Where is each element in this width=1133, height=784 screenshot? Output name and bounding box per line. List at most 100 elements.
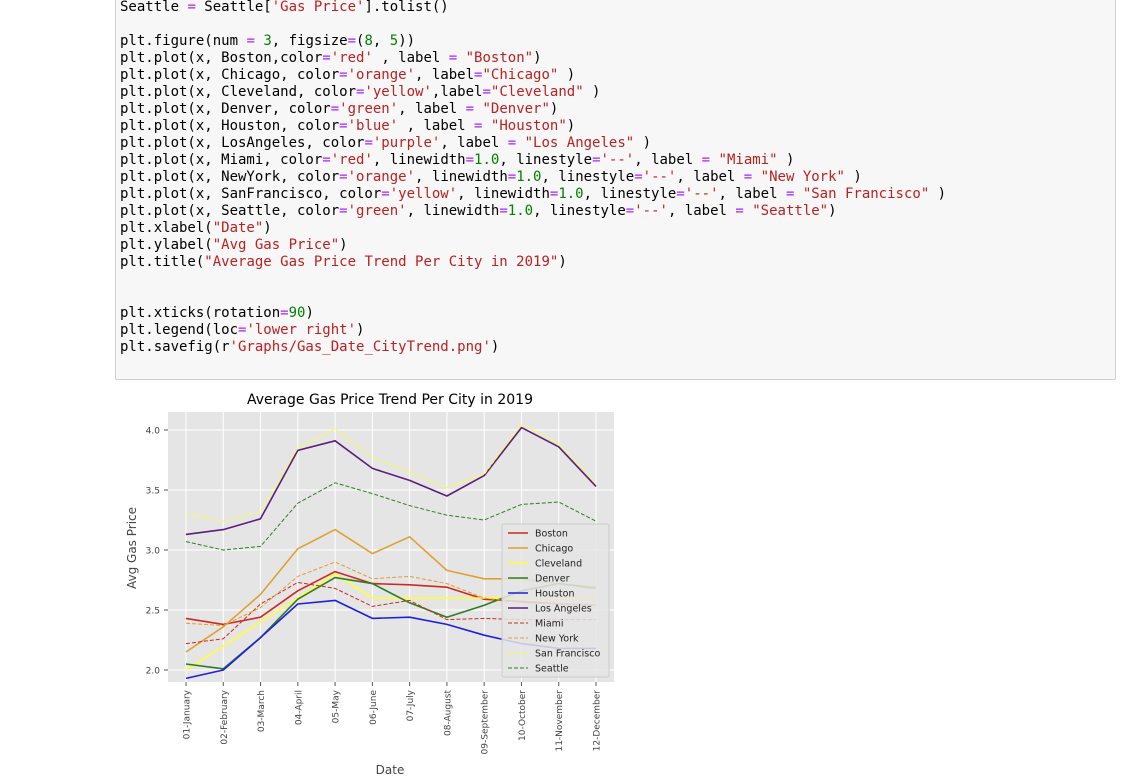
code-token: 'purple': [372, 135, 441, 151]
code-line: Seattle = Seattle['Gas Price'].tolist(): [120, 0, 946, 16]
code-token: )): [398, 33, 416, 49]
code-token: ): [305, 305, 314, 321]
code-token: =: [187, 0, 196, 15]
code-line: [120, 16, 946, 33]
legend-box: [501, 523, 610, 678]
x-tick-label: 11-November: [555, 690, 565, 752]
code-token: , linewidth: [406, 203, 500, 219]
code-token: =: [549, 186, 559, 202]
code-token: ): [263, 220, 272, 236]
code-token: '--': [684, 186, 719, 202]
code-token: , label: [440, 135, 508, 151]
code-token: , label: [415, 67, 475, 83]
code-line: [120, 271, 946, 288]
code-token: ): [490, 339, 500, 355]
y-axis-label: Avg Gas Price: [125, 507, 139, 589]
x-axis-label: Date: [376, 763, 405, 777]
code-token: , linewidth: [372, 152, 466, 168]
code-token: [744, 203, 752, 219]
code-token: "Cleveland": [490, 84, 584, 100]
code-token: =: [381, 186, 390, 202]
code-line: plt.plot(x, Seattle, color='green', line…: [120, 203, 946, 220]
code-token: =: [507, 135, 517, 151]
code-token: =: [465, 152, 475, 168]
code-token: ): [339, 237, 348, 253]
code-token: , label: [676, 169, 744, 185]
code-token: 3: [263, 33, 272, 49]
code-token: 'yellow': [389, 186, 458, 202]
code-token: 'green': [339, 101, 399, 117]
code-line: plt.plot(x, NewYork, color='orange', lin…: [120, 169, 946, 186]
code-line: plt.title("Average Gas Price Trend Per C…: [120, 254, 946, 271]
code-token: 'red': [330, 152, 373, 168]
code-token: ,: [372, 33, 390, 49]
legend-entry: San Francisco: [535, 649, 600, 660]
code-token: plt.plot(x, Chicago, color: [120, 67, 340, 83]
code-token: 'orange': [347, 169, 416, 185]
code-token: 5: [389, 33, 399, 49]
code-token: 'lower right': [246, 322, 357, 338]
code-token: plt.plot(x, LosAngeles, color: [120, 135, 365, 151]
output-area: Average Gas Price Trend Per City in 2019…: [115, 384, 635, 784]
x-tick-label: 09-September: [481, 690, 491, 755]
code-token: [457, 50, 465, 66]
code-token: "Denver": [482, 101, 550, 117]
code-token: [752, 169, 760, 185]
code-token: =: [347, 33, 357, 49]
code-token: plt.title(: [120, 254, 205, 270]
legend-entry: New York: [535, 634, 579, 645]
code-token: ): [929, 186, 947, 202]
chart-title: Average Gas Price Trend Per City in 2019: [247, 392, 533, 408]
code-token: =: [246, 33, 255, 49]
code-token: =: [465, 101, 475, 117]
code-line: plt.plot(x, Cleveland, color='yellow',la…: [120, 84, 946, 101]
code-token: plt.ylabel(: [120, 237, 213, 253]
code-line: plt.legend(loc='lower right'): [120, 322, 946, 339]
code-token: , linestyle: [533, 203, 626, 219]
code-cell[interactable]: Seattle = Seattle['Gas Price'].tolist() …: [115, 0, 1116, 380]
code-token: 'Graphs/Gas_Date_CityTrend.png': [229, 339, 491, 355]
code-token: =: [625, 203, 635, 219]
code-token: ): [533, 50, 542, 66]
code-token: "San Francisco": [802, 186, 930, 202]
code-token: plt.xlabel(: [120, 220, 213, 236]
code-token: , label: [398, 118, 475, 134]
code-token: ): [583, 84, 601, 100]
x-tick-label: 04-April: [294, 690, 304, 725]
legend-entry: Denver: [535, 574, 570, 585]
x-tick-label: 08-August: [443, 690, 453, 736]
code-token: =: [735, 203, 744, 219]
code-line: plt.plot(x, SanFrancisco, color='yellow'…: [120, 186, 946, 203]
code-token: 90: [288, 305, 306, 321]
legend-entry: Seattle: [535, 664, 569, 675]
code-token: =: [507, 169, 517, 185]
code-token: =: [474, 118, 483, 134]
code-token: (: [356, 33, 365, 49]
code-token: =: [592, 152, 601, 168]
code-token: , linestyle: [583, 186, 677, 202]
code-token: plt.plot(x, NewYork, color: [120, 169, 340, 185]
code-line: plt.plot(x, Denver, color='green', label…: [120, 101, 946, 118]
code-token: "Los Angeles": [524, 135, 635, 151]
x-tick-label: 10-October: [518, 690, 528, 741]
code-token: 'yellow': [364, 84, 432, 100]
code-token: =: [499, 203, 508, 219]
legend-entry: Miami: [535, 619, 564, 630]
code-token: =: [743, 169, 753, 185]
line-chart: Average Gas Price Trend Per City in 2019…: [125, 392, 614, 777]
code-token: ): [844, 169, 862, 185]
code-token: , label: [372, 50, 449, 66]
code-token: "Miami": [718, 152, 778, 168]
code-token: "Seattle": [752, 203, 829, 219]
code-token: 'red': [330, 50, 373, 66]
code-token: ): [549, 101, 559, 117]
code-line: plt.plot(x, Chicago, color='orange', lab…: [120, 67, 946, 84]
code-token: , label: [718, 186, 786, 202]
code-token: =: [339, 169, 348, 185]
code-token: ): [828, 203, 837, 219]
code-editor[interactable]: Seattle = Seattle['Gas Price'].tolist() …: [120, 0, 946, 356]
code-line: plt.plot(x, Houston, color='blue' , labe…: [120, 118, 946, 135]
code-token: 1.0: [516, 169, 542, 185]
code-token: plt.plot(x, Denver, color: [120, 101, 331, 117]
code-token: 1.0: [474, 152, 500, 168]
